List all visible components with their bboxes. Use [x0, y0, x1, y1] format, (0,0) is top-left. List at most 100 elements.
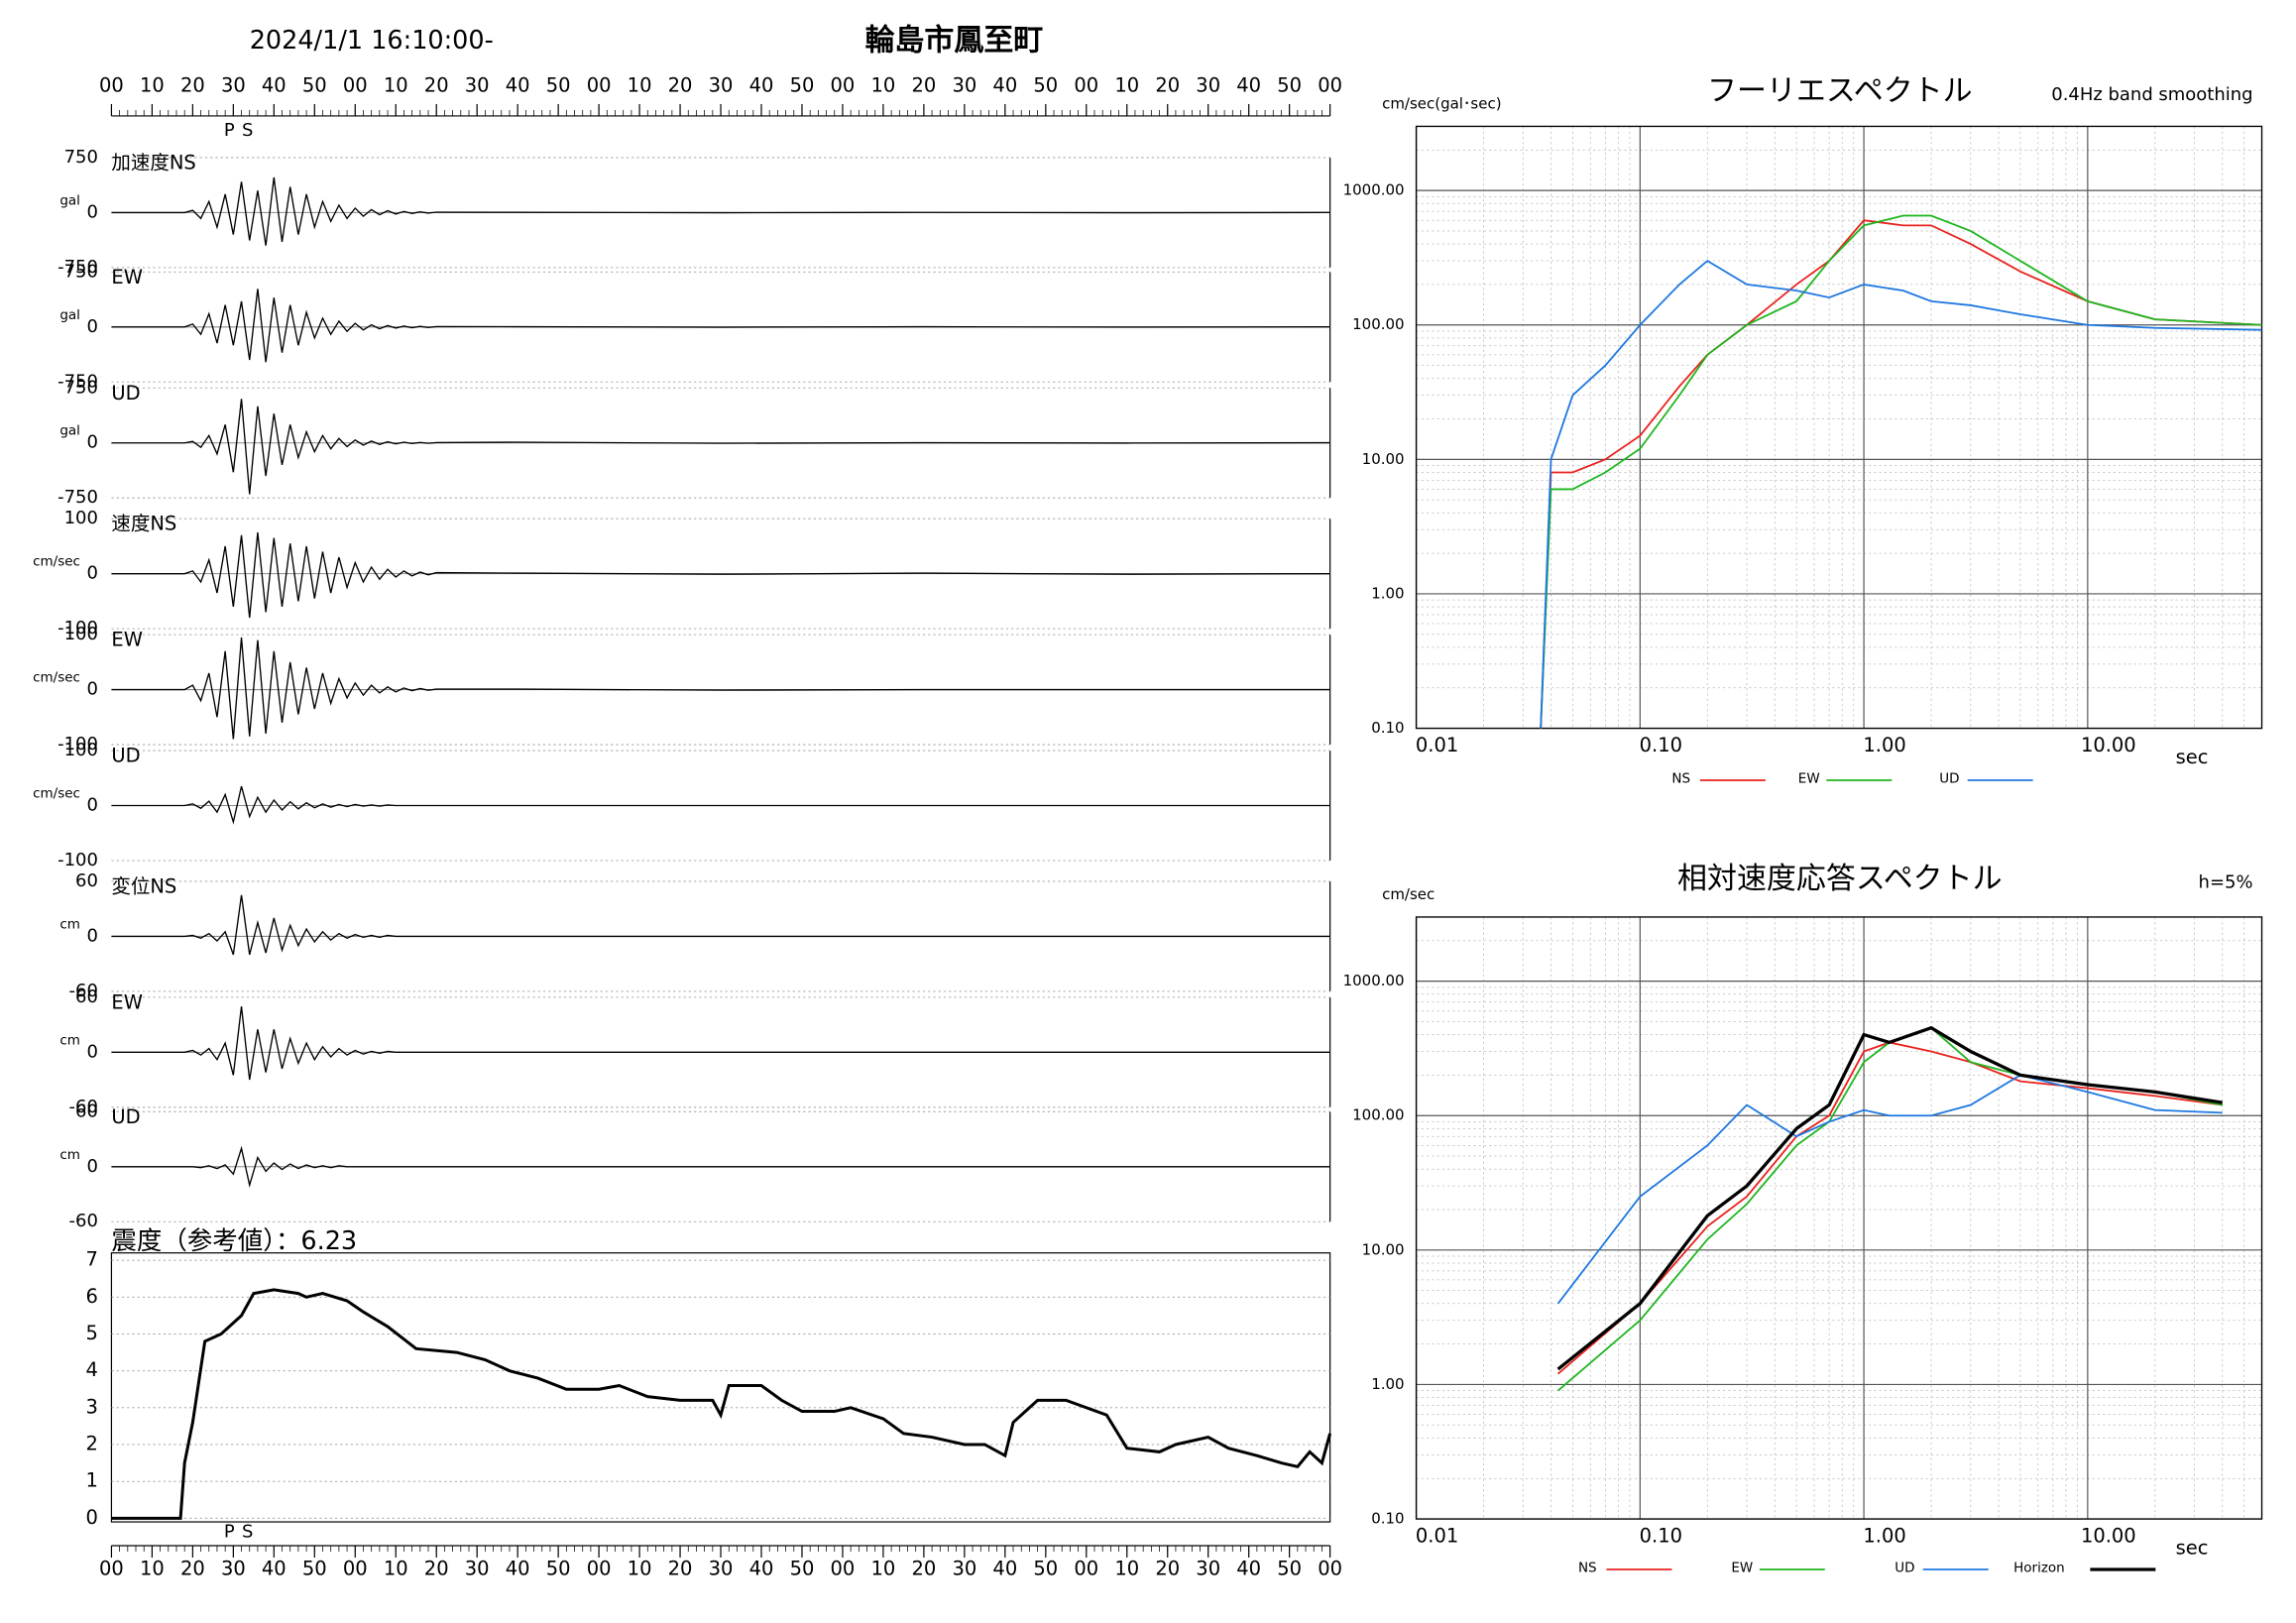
panel-label: EW: [111, 990, 143, 1013]
x-tick-label: 50: [790, 1558, 815, 1580]
y-tick-label: 60: [75, 870, 98, 891]
x-tick-label: 10: [628, 1558, 652, 1580]
panel-label: 変位NS: [111, 874, 176, 897]
x-tick-label: 30: [709, 73, 734, 96]
x-tick-label: 50: [1033, 1558, 1058, 1580]
waveform: [111, 176, 1330, 246]
x-tick-label: 40: [262, 73, 287, 96]
x-tick-label: 40: [506, 1558, 530, 1580]
y-tick-label: 750: [64, 377, 98, 398]
x-tick-label: 20: [912, 1558, 937, 1580]
chart-title: フーリエスペクトル: [1707, 73, 1973, 108]
x-tick-label: 40: [262, 1558, 287, 1580]
y-tick-label: 7: [86, 1248, 98, 1271]
waveform: [111, 785, 1330, 825]
legend-label: NS: [1671, 771, 1690, 787]
legend-label: UD: [1939, 771, 1959, 787]
panel-label: EW: [111, 266, 143, 289]
y-tick-label: 5: [86, 1322, 98, 1344]
unit-label: cm: [59, 916, 80, 932]
x-tick-label: 10: [384, 1558, 408, 1580]
legend-label: EW: [1798, 771, 1820, 787]
x-tick-label: 40: [749, 1558, 774, 1580]
y-tick-label: 10.00: [1362, 1240, 1405, 1258]
spectrum-line: [1540, 259, 2262, 729]
legend-label: UD: [1894, 1561, 1914, 1576]
x-tick-label: 50: [302, 1558, 327, 1580]
x-tick-label: 00: [99, 73, 124, 96]
y-axis-label: cm/sec(gal･sec): [1382, 94, 1501, 112]
waveform: [111, 1006, 1330, 1081]
y-tick-label: 750: [64, 261, 98, 282]
x-tick-label: 20: [668, 1558, 693, 1580]
y-tick-label: 0: [86, 316, 97, 337]
y-tick-label: 60: [75, 986, 98, 1007]
x-tick-label: 10.00: [2081, 1525, 2136, 1548]
datetime: 2024/1/1 16:10:00-: [250, 26, 494, 56]
y-tick-label: 100.00: [1352, 315, 1404, 333]
waveform: [111, 399, 1330, 495]
x-axis-label: sec: [2176, 1537, 2209, 1560]
phase-marker: S: [242, 120, 253, 141]
x-tick-label: 50: [302, 73, 327, 96]
plot-frame: [1415, 916, 2263, 1520]
y-tick-label: 100: [64, 624, 98, 644]
x-tick-label: 10: [140, 1558, 165, 1580]
x-tick-label: 20: [180, 73, 205, 96]
unit-label: cm: [59, 1032, 80, 1048]
y-tick-label: 0: [86, 1156, 97, 1177]
x-tick-label: 00: [587, 73, 612, 96]
x-tick-label: 00: [587, 1558, 612, 1580]
panel-label: 速度NS: [111, 513, 176, 535]
x-tick-label: 00: [343, 1558, 368, 1580]
x-tick-label: 50: [546, 73, 571, 96]
x-tick-label: 50: [1277, 73, 1302, 96]
spectrum-line: [1556, 1074, 2223, 1305]
x-tick-label: 00: [1318, 1558, 1342, 1580]
legend-label: EW: [1731, 1561, 1753, 1576]
phase-marker: P: [224, 120, 235, 141]
y-tick-label: 100: [64, 508, 98, 528]
x-axis-label: sec: [2176, 746, 2209, 768]
chart-title: 相対速度応答スペクトル: [1677, 862, 2003, 896]
legend-label: Horizon: [2013, 1561, 2065, 1576]
x-tick-label: 10.00: [2081, 734, 2136, 756]
y-tick-label: -60: [69, 981, 98, 1001]
plot-frame: [110, 1252, 1331, 1523]
phase-marker: P: [224, 1522, 235, 1543]
y-tick-label: 60: [75, 1101, 98, 1121]
x-tick-label: 20: [912, 73, 937, 96]
x-tick-label: 00: [1074, 1558, 1098, 1580]
y-tick-label: 1.00: [1371, 584, 1404, 602]
x-tick-label: 30: [221, 73, 246, 96]
x-tick-label: 30: [709, 1558, 734, 1580]
x-tick-label: 00: [831, 1558, 856, 1580]
y-tick-label: 1000.00: [1343, 181, 1405, 199]
unit-label: cm: [59, 1147, 80, 1163]
unit-label: gal: [59, 423, 80, 439]
x-tick-label: 30: [465, 73, 490, 96]
phase-marker: S: [242, 1522, 253, 1543]
x-tick-label: 10: [628, 73, 652, 96]
spectrum-line: [1540, 214, 2262, 729]
y-tick-label: -750: [57, 371, 98, 392]
y-tick-label: -100: [57, 850, 98, 870]
y-tick-label: 1: [86, 1469, 98, 1492]
x-tick-label: 20: [1155, 1558, 1180, 1580]
unit-label: cm/sec: [33, 670, 80, 686]
x-tick-label: 40: [1236, 73, 1261, 96]
x-tick-label: 30: [1196, 73, 1220, 96]
y-tick-label: 100: [64, 740, 98, 760]
chart-title: 震度（参考値）：6.23: [111, 1226, 357, 1256]
unit-label: cm/sec: [33, 786, 80, 802]
x-tick-label: 40: [749, 73, 774, 96]
x-tick-label: 10: [140, 73, 165, 96]
x-tick-label: 10: [1114, 73, 1139, 96]
x-tick-label: 0.01: [1416, 734, 1458, 756]
x-tick-label: 10: [871, 1558, 896, 1580]
waveform: [111, 289, 1330, 363]
unit-label: gal: [59, 192, 80, 208]
x-tick-label: 40: [1236, 1558, 1261, 1580]
x-tick-label: 50: [546, 1558, 571, 1580]
